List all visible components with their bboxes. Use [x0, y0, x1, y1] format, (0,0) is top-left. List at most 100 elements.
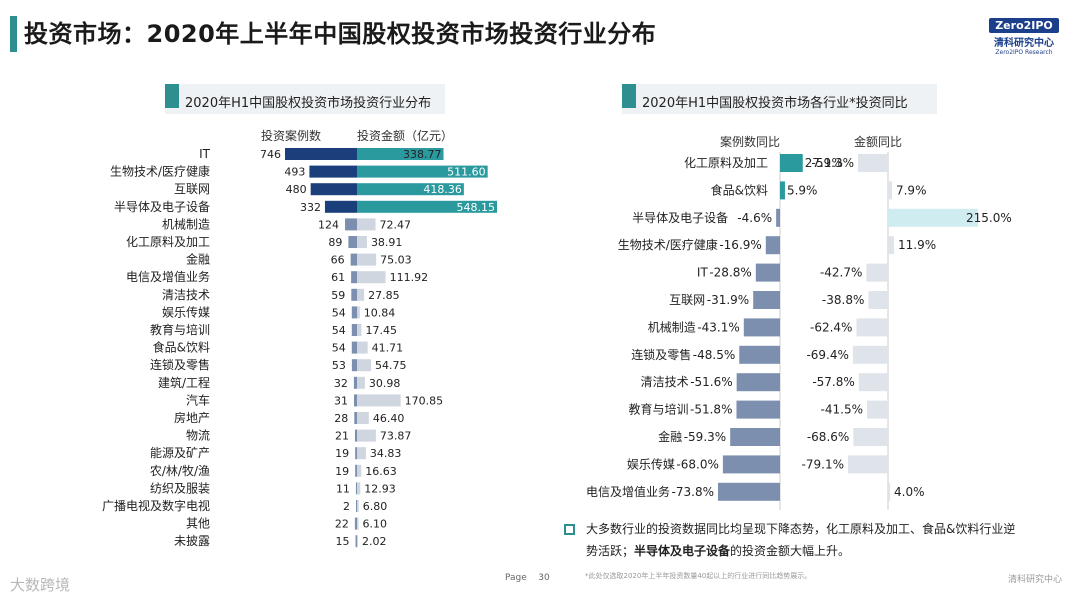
case-count-value: 54	[332, 324, 346, 337]
amount-value: 34.83	[370, 447, 402, 460]
amount-value: 170.85	[405, 394, 444, 407]
amount-bar	[357, 236, 367, 248]
amount-yoy-value: -68.6%	[807, 430, 849, 444]
amount-yoy-bar	[848, 455, 888, 474]
amount-bar	[357, 324, 362, 336]
case-yoy-value: -43.1%	[697, 320, 739, 334]
amount-value: 548.15	[457, 201, 496, 214]
case-count-value: 11	[336, 482, 350, 495]
amount-yoy-value: -59.3%	[812, 156, 854, 170]
amount-yoy-value: -41.5%	[821, 403, 863, 417]
amount-bar	[357, 429, 376, 442]
category-label: 纺织及服装	[150, 481, 210, 495]
case-count-bar	[355, 464, 357, 477]
case-count-bar	[350, 253, 357, 266]
category-label: 汽车	[186, 392, 210, 407]
case-count-value: 53	[332, 359, 346, 372]
category-label: 电信及增值业务	[126, 269, 210, 284]
case-yoy-value: 5.9%	[787, 183, 818, 197]
case-yoy-bar	[730, 428, 780, 446]
case-yoy-value: -73.8%	[672, 485, 714, 499]
amount-yoy-bar	[852, 345, 888, 364]
category-label: 电信及增值业务	[586, 484, 670, 499]
amount-bar	[357, 359, 371, 372]
category-label: 金融	[186, 252, 210, 267]
case-yoy-value: -48.5%	[693, 348, 735, 362]
case-yoy-bar	[776, 208, 780, 227]
amount-bar	[357, 306, 360, 319]
case-count-bar	[355, 535, 357, 548]
case-count-bar	[354, 517, 357, 530]
amount-value: 27.85	[368, 289, 400, 302]
amount-yoy-value: -62.4%	[810, 320, 852, 334]
category-label: 金融	[658, 429, 682, 444]
case-count-value: 22	[335, 518, 349, 531]
amount-yoy-value: -38.8%	[822, 293, 864, 307]
case-count-bar	[351, 359, 357, 372]
category-label: 机械制造	[162, 216, 210, 231]
case-yoy-value: -16.9%	[719, 238, 761, 252]
amount-bar	[357, 376, 365, 389]
amount-yoy-value: -42.7%	[820, 266, 862, 280]
category-label: 清洁技术	[641, 375, 689, 389]
case-count-bar	[351, 324, 357, 336]
amount-bar	[357, 183, 464, 196]
category-label: 连锁及零售	[631, 347, 691, 362]
note-bullet-icon	[564, 524, 575, 535]
case-yoy-bar	[736, 373, 780, 392]
amount-yoy-bar	[888, 208, 978, 227]
amount-value: 6.10	[363, 518, 388, 531]
page-label: Page	[505, 573, 527, 583]
category-label: 食品&饮料	[711, 182, 768, 197]
amount-bar	[357, 447, 366, 460]
case-count-value: 332	[300, 201, 321, 214]
amount-bar	[357, 412, 369, 424]
amount-bar	[357, 165, 488, 178]
case-yoy-bar	[722, 455, 780, 474]
amount-value: 10.84	[364, 306, 396, 319]
legend-amount: 投资金额（亿元）	[357, 128, 453, 143]
category-label: 娱乐传媒	[162, 304, 210, 319]
case-count-bar	[309, 165, 357, 178]
case-count-bar	[356, 500, 357, 512]
amount-yoy-value: 4.0%	[894, 485, 925, 499]
amount-yoy-bar	[858, 373, 888, 392]
category-label: 半导体及电子设备	[632, 211, 728, 225]
note-text-prefix: 大多数行业的投资数据同比均呈现下降态势，化工原料及加工、食品&饮料行业逆势活跃；	[586, 522, 1016, 558]
case-count-value: 493	[284, 166, 305, 179]
case-count-bar	[354, 412, 357, 424]
right-chart-heading: 2020年H1中国股权投资市场各行业*投资同比	[622, 84, 937, 114]
amount-yoy-bar	[888, 181, 892, 200]
amount-value: 30.98	[369, 377, 401, 390]
category-label: 房地产	[174, 410, 210, 425]
case-yoy-bar	[736, 400, 780, 419]
case-count-bar	[354, 429, 357, 442]
amount-value: 2.02	[362, 535, 387, 548]
category-label: 连锁及零售	[150, 357, 210, 372]
amount-bar	[357, 394, 401, 407]
amount-bar	[357, 517, 359, 530]
category-label: 清洁技术	[162, 288, 210, 302]
case-yoy-value: -59.3%	[684, 430, 726, 444]
category-label: 生物技术/医疗健康	[110, 164, 210, 179]
amount-bar	[357, 148, 444, 160]
case-yoy-value: -51.6%	[690, 375, 732, 389]
case-count-value: 66	[331, 254, 345, 267]
category-label: 教育与培训	[150, 322, 210, 337]
footnote: *此处仅选取2020年上半年投资数量40起以上的行业进行同比趋势展示。	[585, 572, 812, 580]
amount-yoy-value: -79.1%	[802, 457, 844, 471]
amount-bar	[357, 500, 359, 512]
category-label: 化工原料及加工	[684, 156, 768, 170]
amount-bar	[357, 253, 377, 266]
amount-yoy-value: -57.8%	[812, 375, 854, 389]
case-yoy-bar	[755, 263, 780, 282]
amount-bar	[357, 535, 358, 548]
amount-value: 17.45	[365, 324, 397, 337]
category-label: 物流	[186, 429, 210, 443]
case-count-value: 19	[335, 465, 349, 478]
category-label: 其他	[186, 517, 210, 531]
case-count-bar	[355, 447, 357, 460]
case-count-value: 21	[335, 430, 349, 443]
case-count-bar	[353, 376, 357, 389]
amount-yoy-bar	[856, 318, 888, 337]
